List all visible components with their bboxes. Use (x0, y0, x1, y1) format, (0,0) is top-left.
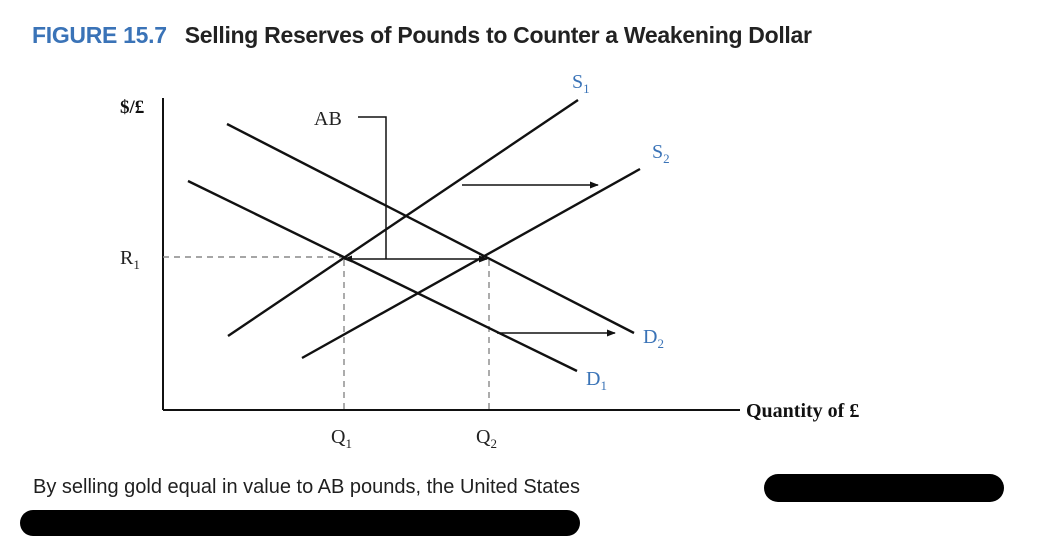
supply-curve-s1 (227, 99, 579, 337)
r1-label: R1 (120, 247, 140, 272)
y-axis-label: $/£ (120, 97, 144, 118)
redaction-bar (20, 510, 580, 536)
ab-label: AB (314, 108, 342, 130)
supply-demand-diagram: $/£ Quantity of £ R1 Q1 Q2 AB S1 S2 D2 D… (120, 71, 859, 451)
q2-label: Q2 (476, 426, 497, 451)
d1-label: D1 (586, 368, 607, 393)
q1-label: Q1 (331, 426, 352, 451)
supply-curve-s2 (301, 167, 641, 360)
s2-label: S2 (652, 141, 670, 166)
figure-header: FIGURE 15.7 Selling Reserves of Pounds to… (32, 22, 812, 49)
figure-number: FIGURE 15.7 (32, 22, 167, 48)
x-axis-label: Quantity of £ (746, 400, 859, 422)
redaction-bar (764, 474, 1004, 502)
figure-title: Selling Reserves of Pounds to Counter a … (184, 22, 812, 48)
s1-label: S1 (572, 71, 590, 96)
d2-label: D2 (643, 326, 664, 351)
ab-leader-line (358, 116, 387, 259)
caption-text: By selling gold equal in value to AB pou… (33, 476, 581, 498)
demand-curve-d2 (226, 122, 635, 335)
demand-curve-d1 (187, 179, 578, 373)
